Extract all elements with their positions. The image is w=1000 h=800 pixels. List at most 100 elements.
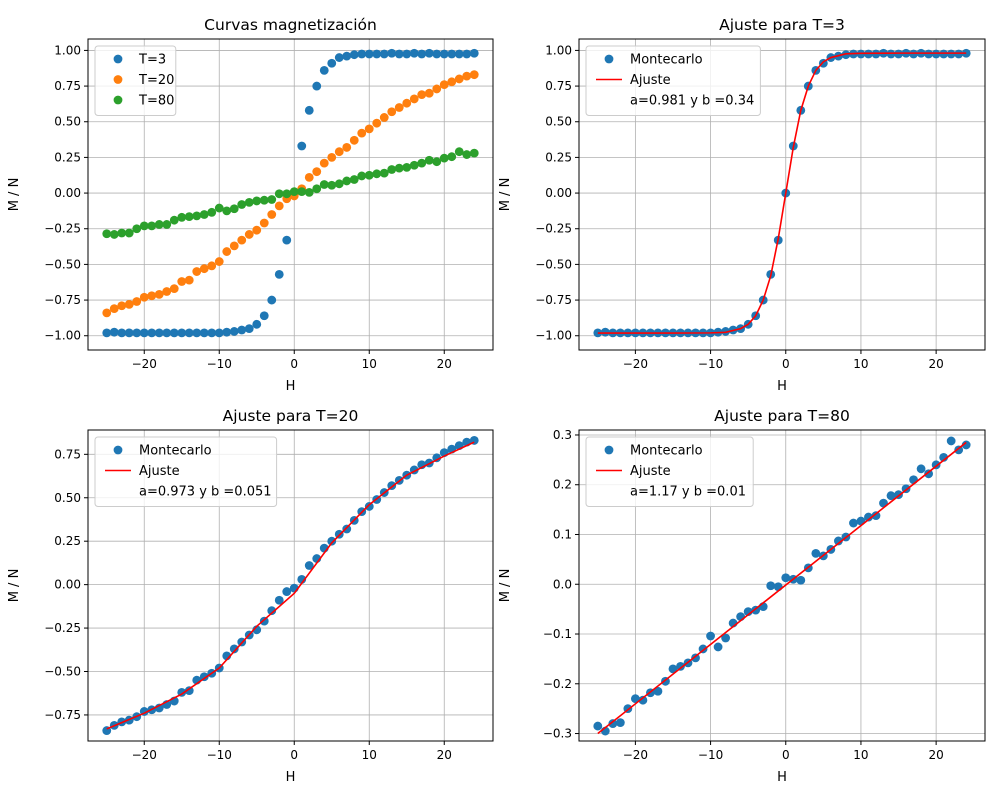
y-tick-label: −0.50 (44, 257, 81, 271)
y-tick-label: −0.75 (44, 293, 81, 307)
y-tick-label: 0.50 (545, 115, 572, 129)
x-tick-label: 10 (362, 748, 377, 762)
data-point (432, 157, 442, 167)
data-point (600, 327, 610, 337)
data-point (841, 50, 851, 60)
x-tick-label: 10 (362, 357, 377, 371)
data-point (222, 327, 232, 337)
y-tick-label: 0.1 (553, 527, 572, 541)
y-tick-label: 0.00 (545, 186, 572, 200)
data-point (207, 207, 217, 217)
y-tick-label: 1.00 (545, 43, 572, 57)
data-point (304, 105, 314, 115)
data-point (162, 328, 172, 338)
data-point (327, 153, 337, 162)
axes-frame (578, 38, 986, 351)
data-point (364, 502, 374, 511)
data-point (319, 65, 329, 75)
data-point (177, 212, 187, 222)
data-point (924, 49, 934, 59)
chart-panel-2: −20 −10 0 10 20 −1.00 −0.75 −0.50 −0.25 0.00 0.25 0… (498, 16, 986, 394)
data-point (297, 187, 307, 197)
data-point (454, 49, 464, 59)
data-point (274, 189, 284, 199)
data-point (417, 49, 427, 59)
data-point (154, 328, 164, 338)
data-point (267, 295, 277, 305)
data-point (871, 511, 881, 520)
data-point (342, 51, 352, 61)
legend-label: Montecarlo (630, 444, 703, 459)
data-point (372, 169, 382, 179)
x-tick-label: 0 (290, 357, 298, 371)
data-point (312, 167, 322, 177)
data-point (886, 49, 896, 59)
data-point (349, 50, 359, 60)
data-point (909, 49, 918, 59)
y-tick-label: −0.25 (44, 222, 81, 236)
data-point (327, 58, 337, 68)
data-point (169, 284, 179, 294)
data-point (237, 235, 247, 245)
data-point (909, 475, 918, 485)
data-point (117, 228, 127, 238)
y-tick-label: 0.75 (54, 447, 81, 461)
data-point (864, 512, 873, 522)
data-point (387, 48, 397, 58)
data-point (199, 672, 209, 682)
y-tick-label: −0.75 (44, 708, 81, 722)
axes-frame (578, 429, 986, 742)
data-point (766, 581, 776, 591)
data-point (357, 128, 367, 138)
data-point (781, 573, 791, 583)
legend-box (585, 436, 754, 507)
x-tick-label: −20 (623, 357, 648, 371)
y-tick-label: 0.00 (54, 578, 81, 592)
data-point (199, 264, 209, 274)
data-point (169, 328, 179, 338)
data-point (691, 653, 700, 663)
y-tick-label: 1.00 (54, 43, 81, 57)
data-point (773, 582, 783, 592)
legend-label: Montecarlo (139, 444, 212, 459)
data-point (102, 308, 112, 318)
x-tick-label: 20 (928, 748, 943, 762)
data-point (357, 49, 367, 59)
legend-marker (604, 445, 614, 455)
data-point (364, 170, 374, 180)
data-point (214, 328, 224, 338)
data-point (192, 267, 202, 276)
y-tick-label: −0.50 (44, 665, 81, 679)
data-point (447, 49, 457, 59)
legend-marker (113, 95, 123, 105)
x-tick-label: −20 (132, 357, 157, 371)
plot-area (102, 48, 479, 338)
y-axis-label: M / N (498, 569, 513, 603)
data-point (342, 176, 352, 186)
y-tick-label: −1.00 (44, 329, 81, 343)
data-point (638, 695, 648, 705)
data-point (109, 327, 119, 337)
chart-title: Ajuste para T=80 (714, 407, 850, 425)
data-point (222, 247, 232, 256)
data-point (439, 80, 449, 90)
chart-panel-4: −20 −10 0 10 20 −0.3 −0.2 −0.1 0.0 0.1 0.2 0.3 Ajust… (498, 407, 986, 785)
data-point (364, 124, 374, 134)
data-point (124, 328, 134, 338)
data-point (267, 195, 277, 204)
data-point (424, 88, 434, 98)
data-point (706, 631, 715, 641)
chart-title: Ajuste para T=20 (223, 407, 359, 425)
axes-frame (87, 429, 494, 742)
data-point (267, 606, 277, 616)
data-point (117, 301, 127, 311)
data-point (139, 292, 149, 302)
data-point (394, 103, 404, 112)
data-point (372, 49, 382, 59)
data-point (147, 221, 157, 231)
legend: T=3 T=20 T=80 (94, 45, 177, 116)
legend-label: Ajuste (630, 464, 671, 479)
axes-frame (87, 38, 494, 351)
x-tick-label: −10 (698, 748, 723, 762)
data-point (593, 721, 603, 731)
